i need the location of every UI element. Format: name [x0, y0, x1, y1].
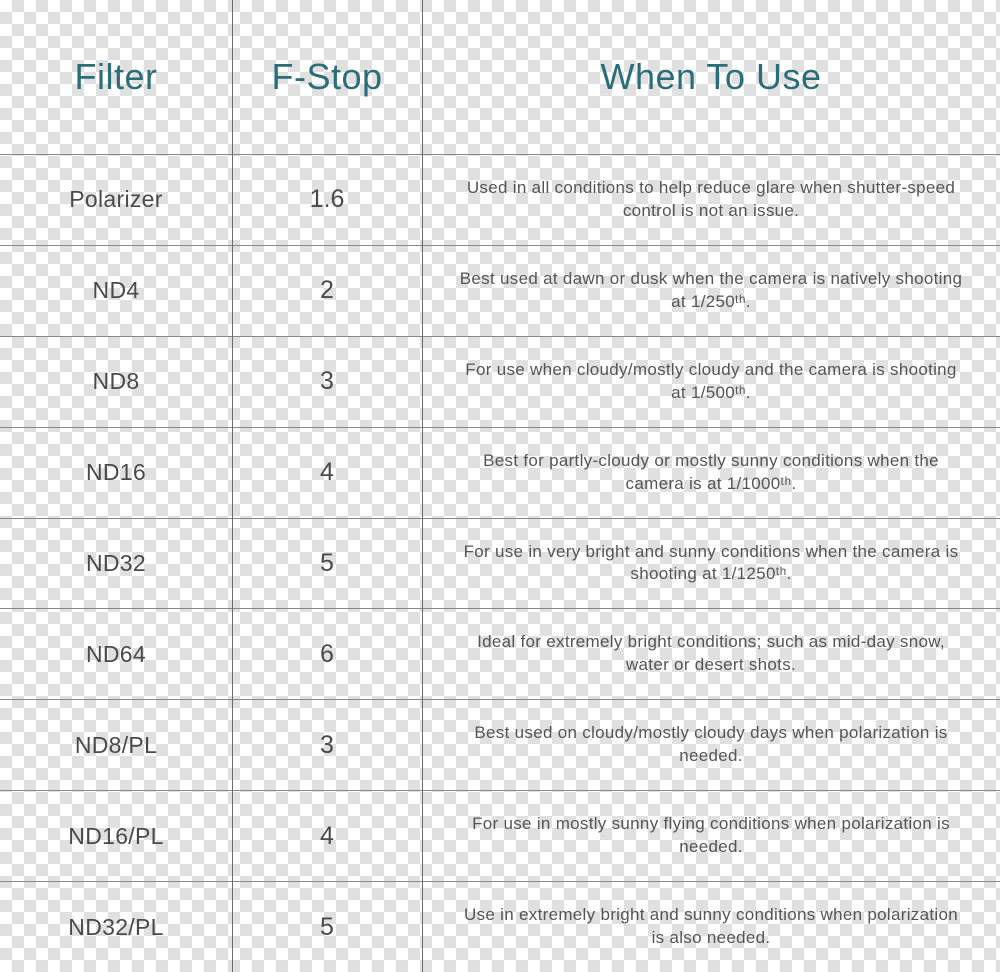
table-cell-fstop: 4	[232, 427, 422, 518]
table-cell-filter: ND16	[0, 427, 232, 518]
table-cell-fstop: 2	[232, 245, 422, 336]
table-cell-filter: ND8	[0, 336, 232, 427]
filter-table: Filter F-Stop When To Use Polarizer 1.6 …	[0, 0, 1000, 972]
col-header-fstop: F-Stop	[232, 0, 422, 154]
table-cell-desc: Best for partly-cloudy or mostly sunny c…	[422, 427, 1000, 518]
table-cell-fstop: 3	[232, 336, 422, 427]
table-cell-desc: Best used on cloudy/mostly cloudy days w…	[422, 699, 1000, 790]
table-cell-filter: ND8/PL	[0, 699, 232, 790]
table-cell-desc: For use in very bright and sunny conditi…	[422, 518, 1000, 609]
col-header-filter: Filter	[0, 0, 232, 154]
table-cell-filter: Polarizer	[0, 154, 232, 245]
table-cell-fstop: 1.6	[232, 154, 422, 245]
table-cell-filter: ND32	[0, 518, 232, 609]
table-cell-filter: ND4	[0, 245, 232, 336]
vertical-divider-2	[422, 0, 423, 972]
table-cell-fstop: 5	[232, 518, 422, 609]
table-cell-fstop: 5	[232, 881, 422, 972]
col-header-desc: When To Use	[422, 0, 1000, 154]
table-cell-desc: For use when cloudy/mostly cloudy and th…	[422, 336, 1000, 427]
table-cell-fstop: 3	[232, 699, 422, 790]
table-cell-filter: ND16/PL	[0, 790, 232, 881]
table-cell-filter: ND32/PL	[0, 881, 232, 972]
table-cell-desc: Use in extremely bright and sunny condit…	[422, 881, 1000, 972]
table-cell-desc: Best used at dawn or dusk when the camer…	[422, 245, 1000, 336]
table-cell-desc: For use in mostly sunny flying condition…	[422, 790, 1000, 881]
vertical-divider-1	[232, 0, 233, 972]
table-cell-desc: Used in all conditions to help reduce gl…	[422, 154, 1000, 245]
table-cell-fstop: 6	[232, 608, 422, 699]
table-cell-desc: Ideal for extremely bright conditions; s…	[422, 608, 1000, 699]
table-cell-filter: ND64	[0, 608, 232, 699]
table-cell-fstop: 4	[232, 790, 422, 881]
